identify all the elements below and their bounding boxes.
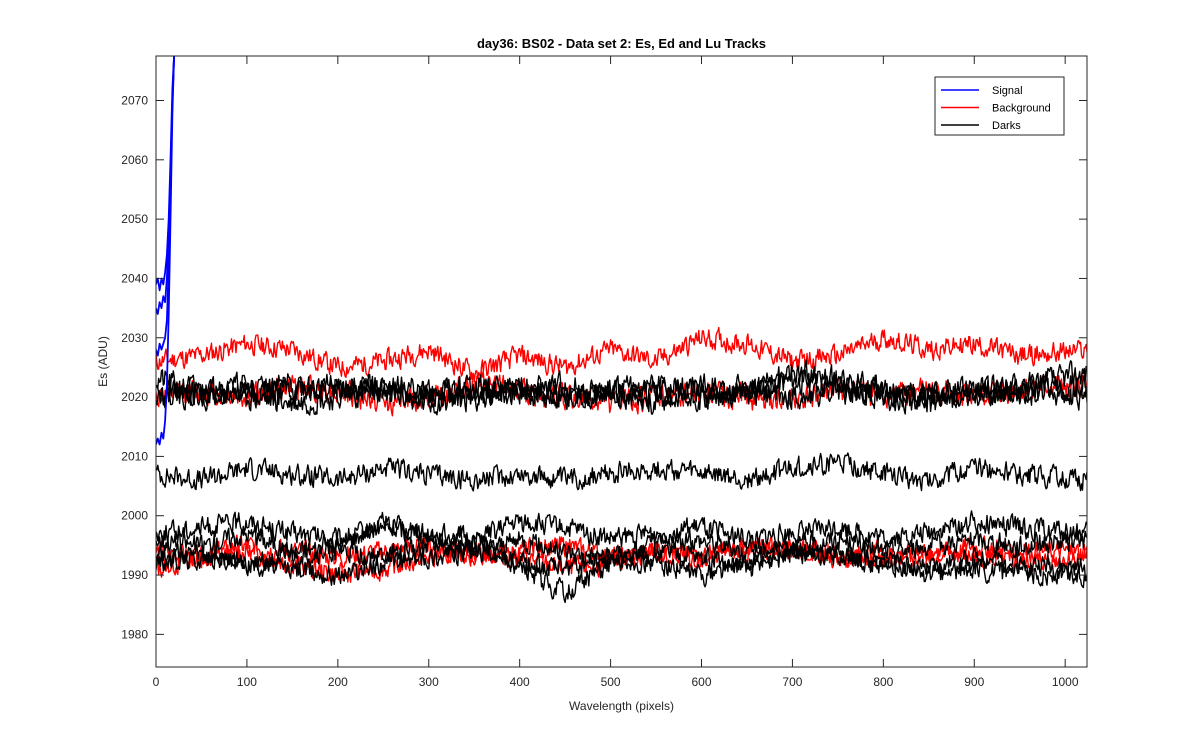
y-tick-label: 2040 bbox=[121, 271, 148, 285]
x-tick-label: 0 bbox=[153, 675, 160, 689]
plot-frame bbox=[155, 55, 1088, 668]
series-line-darks-15 bbox=[156, 539, 1087, 589]
x-tick-label: 600 bbox=[691, 675, 711, 689]
series-line-darks-12 bbox=[156, 510, 1087, 551]
x-tick-label: 100 bbox=[237, 675, 257, 689]
series-line-background-4 bbox=[156, 326, 1087, 383]
y-tick-label: 2030 bbox=[121, 331, 148, 345]
x-tick-label: 1000 bbox=[1052, 675, 1079, 689]
legend-label-background: Background bbox=[992, 103, 1051, 115]
x-tick-label: 400 bbox=[510, 675, 530, 689]
series-layer bbox=[156, 56, 1087, 604]
x-tick-label: 300 bbox=[419, 675, 439, 689]
y-tick-label: 2010 bbox=[121, 449, 148, 463]
tick-layer: 0 100 200 300 400 500 600 700 800 900 1000 1980 1990… bbox=[121, 56, 1087, 689]
y-tick-label: 2050 bbox=[121, 212, 148, 226]
legend-label-darks: Darks bbox=[992, 120, 1021, 132]
x-tick-label: 900 bbox=[964, 675, 984, 689]
chart-title: day36: BS02 - Data set 2: Es, Ed and Lu … bbox=[477, 36, 766, 51]
y-axis-label: Es (ADU) bbox=[96, 336, 110, 387]
series-line-darks-11 bbox=[156, 452, 1087, 492]
x-tick-label: 700 bbox=[782, 675, 802, 689]
legend: Signal Background Darks bbox=[934, 76, 1065, 136]
y-tick-label: 2060 bbox=[121, 153, 148, 167]
x-tick-label: 500 bbox=[601, 675, 621, 689]
x-tick-label: 800 bbox=[873, 675, 893, 689]
y-tick-label: 2070 bbox=[121, 93, 148, 107]
series-line-darks-9 bbox=[156, 359, 1087, 412]
series-line-darks-13 bbox=[156, 511, 1087, 566]
y-tick-label: 1980 bbox=[121, 627, 148, 641]
y-tick-label: 2000 bbox=[121, 509, 148, 523]
y-tick-label: 2020 bbox=[121, 390, 148, 404]
x-tick-label: 200 bbox=[328, 675, 348, 689]
series-line-signal-3 bbox=[156, 56, 175, 357]
series-line-darks-10 bbox=[156, 377, 1087, 416]
y-tick-label: 1990 bbox=[121, 568, 148, 582]
legend-label-signal: Signal bbox=[992, 85, 1023, 97]
x-axis-label: Wavelength (pixels) bbox=[569, 699, 674, 713]
